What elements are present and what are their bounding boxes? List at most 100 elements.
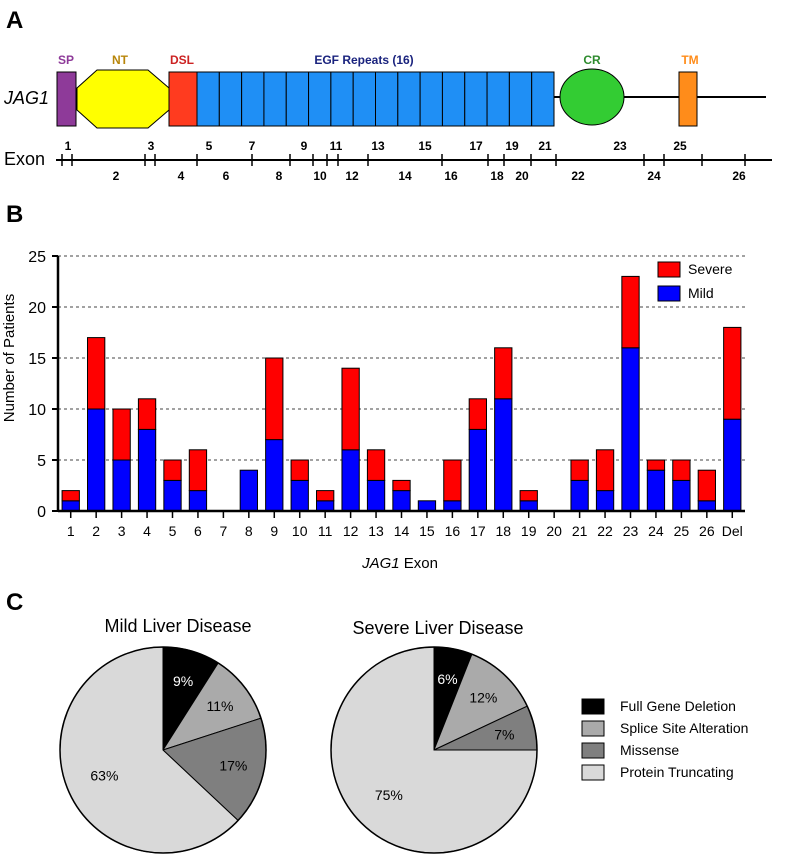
bar-mild [443,500,462,512]
bar-mild [61,500,80,512]
panel-label-c: C [6,589,23,616]
exon-number: 24 [647,169,661,183]
bar-mild [723,418,742,512]
x-tick-label: 15 [419,523,435,539]
egf-domain-label: EGF Repeats (16) [314,53,413,67]
tm-domain-label: TM [681,53,698,67]
egf-repeat [263,71,287,127]
sp-domain [56,71,77,127]
bar-severe [646,459,666,471]
y-tick-label: 0 [37,504,46,521]
bar-severe [697,469,716,502]
bar-mild [87,408,106,512]
bar-severe [137,398,157,430]
egf-repeat [196,71,220,127]
x-tick-label: 21 [572,523,588,539]
egf-repeat [308,71,332,127]
x-tick-label: 7 [219,523,227,539]
cr-domain-label: CR [583,53,601,67]
legend-severe-label: Severe [688,261,733,277]
exon-numbers-even: 2 4 6 8 10 12 14 16 18 20 22 24 26 [113,169,746,183]
exon-number: 14 [398,169,412,183]
x-tick-label: 12 [343,523,359,539]
bar-severe [61,490,80,502]
x-tick-label: 13 [368,523,384,539]
nt-domain-label: NT [112,53,129,67]
legend-missense-label: Missense [620,742,679,758]
bar-mild [239,469,258,512]
exon-number: 15 [418,139,432,153]
legend-truncating-swatch [581,764,605,781]
bar-mild [316,500,335,512]
bar-severe [366,449,386,481]
y-tick-label: 20 [28,300,46,317]
bar-mild [137,428,157,512]
egf-repeat [285,71,310,127]
bar-mild [112,459,131,512]
exon-number: 4 [178,169,185,183]
pie-slice-label: 63% [90,767,118,783]
cr-domain [559,68,625,126]
x-tick-label: 22 [597,523,613,539]
pie-slice-label: 75% [375,787,403,803]
exon-number: 8 [276,169,283,183]
bar-severe [290,459,309,481]
bar-mild [697,500,716,512]
legend-mild-label: Mild [688,285,714,301]
egf-repeat [531,71,555,127]
x-tick-label: 20 [546,523,562,539]
pie-slice-label: 17% [219,758,247,774]
pie-mild-title: Mild Liver Disease [104,616,251,636]
pie-chart-mild: 9% 11% 17% 63% [59,646,267,854]
bar-severe [112,408,131,461]
exon-number: 13 [371,139,385,153]
bar-severe [265,357,284,441]
bar-severe [672,459,691,481]
exon-number: 25 [673,139,687,153]
bar-mild [672,479,691,512]
exon-number: 23 [613,139,627,153]
x-axis-ticks: 1 2 3 4 5 6 7 8 9 10 11 12 13 14 15 16 17 18 19 20 21 22 23 24 2… [67,511,743,539]
legend-splice-swatch [581,720,605,737]
x-tick-label: 11 [318,523,333,539]
pie-slice-label: 7% [494,726,514,742]
egf-repeats [196,71,555,127]
exon-number: 16 [444,169,458,183]
x-tick-label: 5 [169,523,177,539]
pie-slice-label: 12% [469,689,497,705]
exon-label: Exon [4,149,45,169]
x-tick-label: 2 [92,523,100,539]
pie-outline [59,646,267,854]
bar-severe [595,449,615,492]
chart-gridlines [58,255,745,461]
bar-mild [392,490,411,512]
egf-repeat [441,71,466,127]
egf-repeat [486,71,510,127]
egf-repeat [330,71,354,127]
exon-number: 17 [469,139,483,153]
bar-mild [366,479,386,512]
bar-severe [392,479,411,492]
pie-slice-label: 6% [437,671,457,687]
bar-severe [341,367,360,451]
bar-severe [188,449,208,492]
legend-splice-label: Splice Site Alteration [620,720,748,736]
legend-deletion-swatch [581,698,605,715]
x-tick-label: 9 [270,523,278,539]
x-tick-label: 19 [521,523,537,539]
pie-chart-severe: 6% 12% 7% 75% [330,646,538,854]
panel-label-a: A [6,7,23,34]
bar-severe [316,490,335,502]
exon-number: 26 [732,169,746,183]
exon-number: 3 [148,139,155,153]
exon-number: 12 [345,169,359,183]
tm-domain [678,71,698,127]
y-axis-title: Number of Patients [1,294,18,422]
egf-repeat [352,71,376,127]
bar-mild [265,439,284,512]
legend-severe-swatch [657,261,681,278]
x-tick-label: 25 [674,523,690,539]
x-tick-label: 4 [143,523,151,539]
exon-number: 21 [538,139,552,153]
